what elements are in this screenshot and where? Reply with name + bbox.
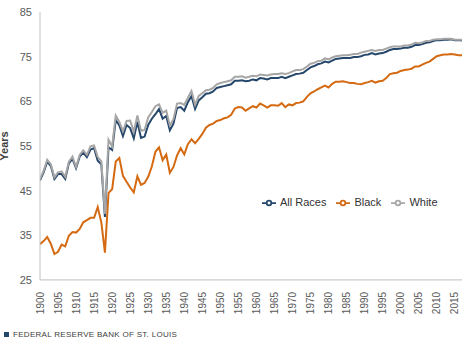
svg-text:1970: 1970 bbox=[287, 291, 298, 314]
svg-text:2010: 2010 bbox=[431, 291, 442, 314]
svg-text:2015: 2015 bbox=[449, 291, 460, 314]
html-text:Black: Black bbox=[354, 196, 382, 208]
svg-text:25: 25 bbox=[20, 274, 32, 286]
svg-text:1960: 1960 bbox=[251, 291, 262, 314]
svg-text:65: 65 bbox=[20, 95, 32, 107]
svg-text:35: 35 bbox=[20, 229, 32, 241]
svg-text:2000: 2000 bbox=[395, 291, 406, 314]
html-text:All Races: All Races bbox=[280, 196, 327, 208]
svg-text:1925: 1925 bbox=[125, 291, 136, 314]
svg-text:1935: 1935 bbox=[161, 291, 172, 314]
svg-text:45: 45 bbox=[20, 185, 32, 197]
html-text:FEDERAL RESERVE BANK OF ST. LO: FEDERAL RESERVE BANK OF ST. LOUIS bbox=[13, 330, 178, 339]
svg-text:1915: 1915 bbox=[89, 291, 100, 314]
svg-text:1955: 1955 bbox=[233, 291, 244, 314]
svg-text:1910: 1910 bbox=[71, 291, 82, 314]
svg-text:1990: 1990 bbox=[359, 291, 370, 314]
svg-text:1995: 1995 bbox=[377, 291, 388, 314]
svg-text:1905: 1905 bbox=[53, 291, 64, 314]
svg-text:75: 75 bbox=[20, 51, 32, 63]
svg-text:2005: 2005 bbox=[413, 291, 424, 314]
html-text:White: White bbox=[409, 196, 438, 208]
svg-text:1940: 1940 bbox=[179, 291, 190, 314]
svg-text:1975: 1975 bbox=[305, 291, 316, 314]
svg-text:Years: Years bbox=[8, 131, 10, 160]
svg-text:55: 55 bbox=[20, 140, 32, 152]
svg-text:1920: 1920 bbox=[107, 291, 118, 314]
svg-text:1965: 1965 bbox=[269, 291, 280, 314]
svg-text:85: 85 bbox=[20, 6, 32, 18]
svg-text:1945: 1945 bbox=[197, 291, 208, 314]
svg-text:1950: 1950 bbox=[215, 291, 226, 314]
svg-text:1930: 1930 bbox=[143, 291, 154, 314]
svg-text:1985: 1985 bbox=[341, 291, 352, 314]
svg-text:1900: 1900 bbox=[35, 291, 46, 314]
svg-text:1980: 1980 bbox=[323, 291, 334, 314]
